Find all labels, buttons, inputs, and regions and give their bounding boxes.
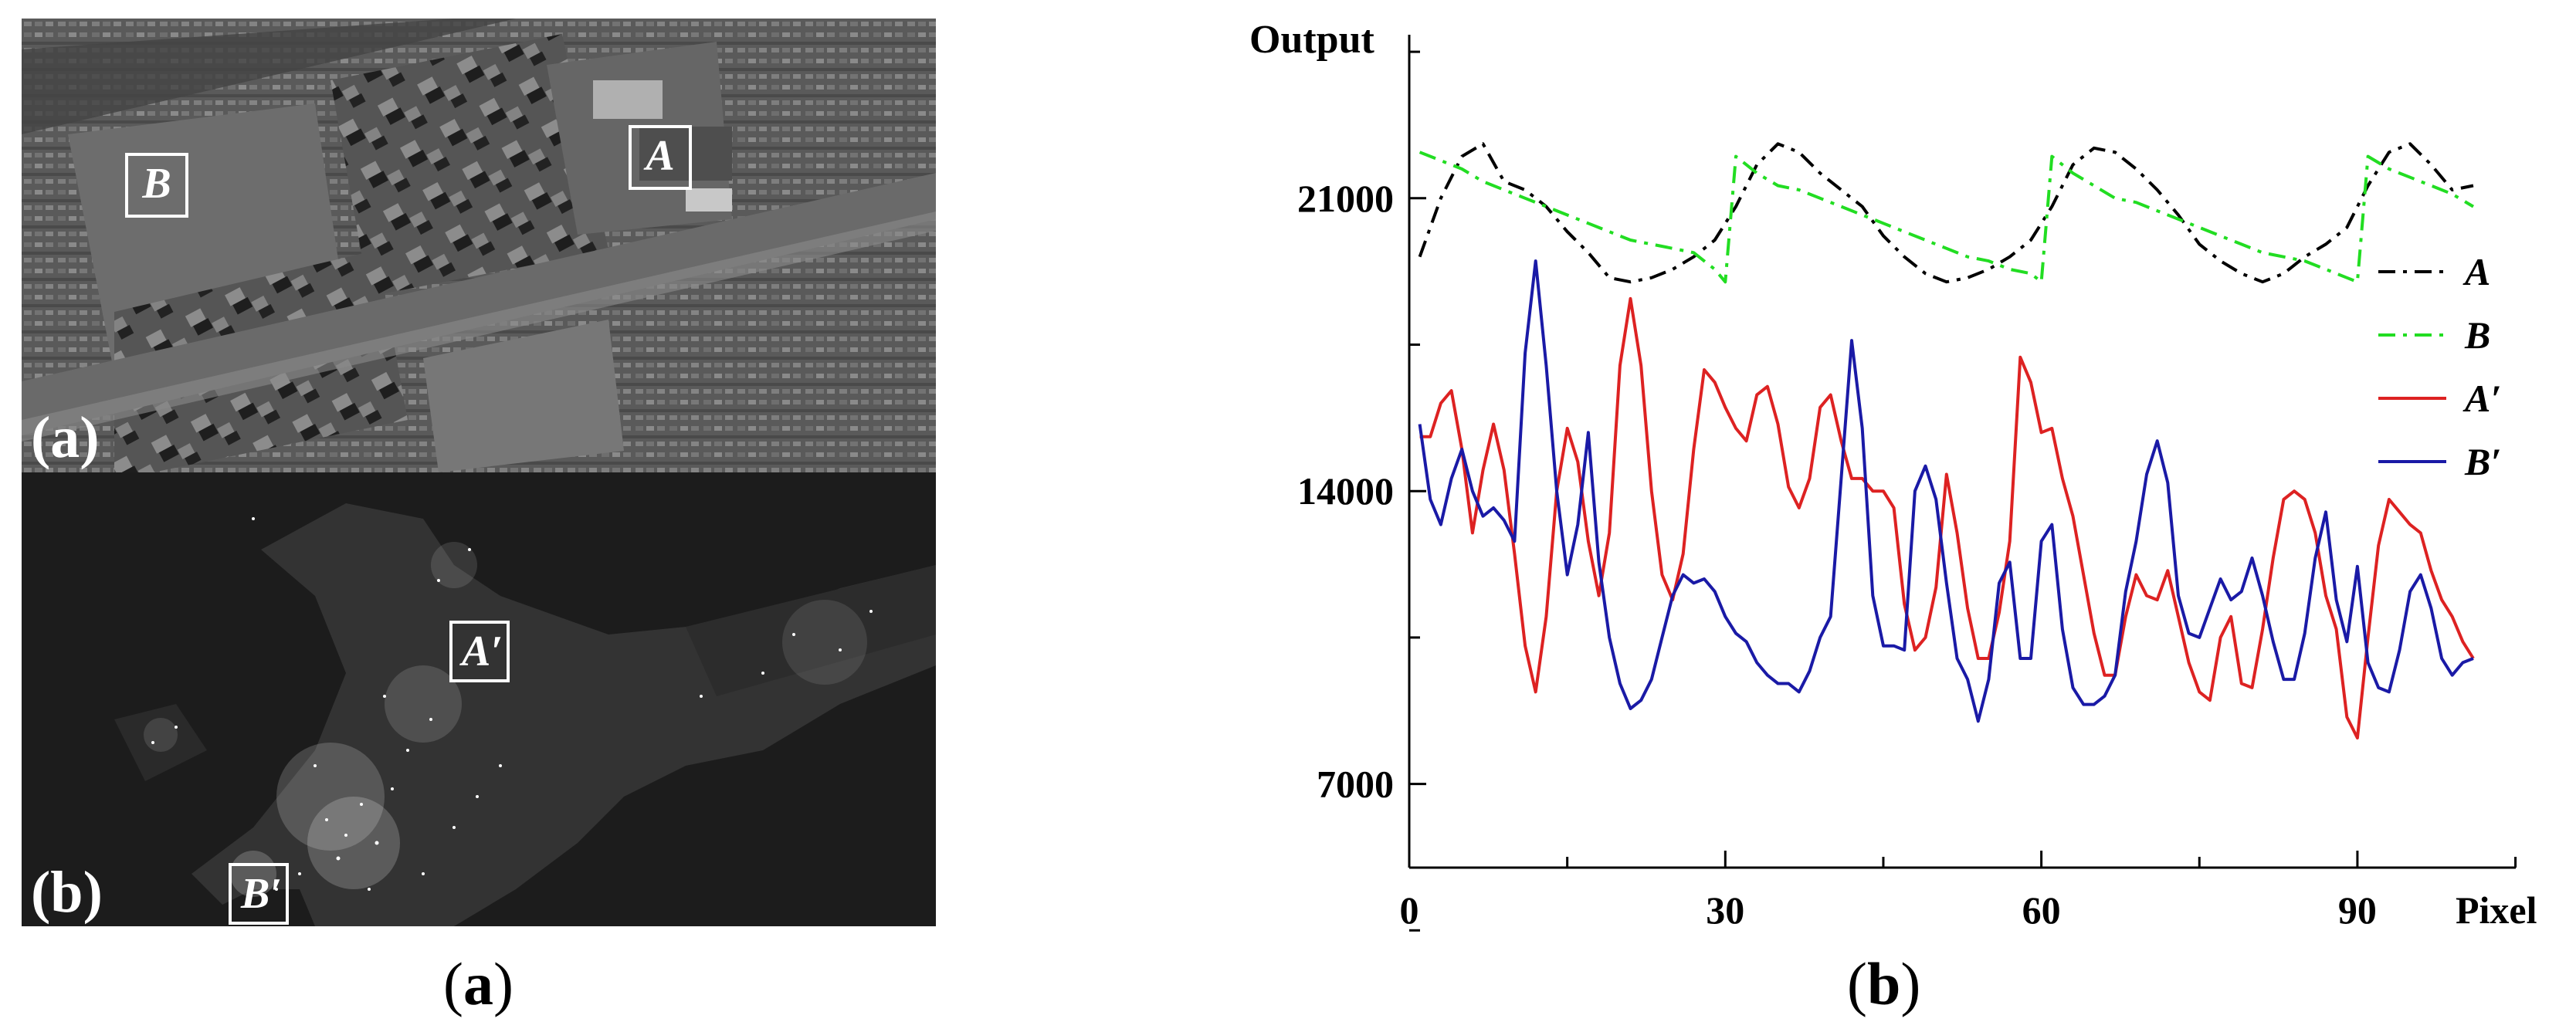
x-axis-label: Pixel [2456, 888, 2537, 932]
y-axis-label: Output [1249, 18, 1375, 62]
nighttime-light-image: A′ B′ (b) [22, 472, 936, 926]
series-line-2 [1418, 151, 2475, 284]
y-tick-label: 7000 [1317, 763, 1394, 806]
roi-b-label: B [125, 153, 188, 218]
legend-label-1: A [2462, 250, 2490, 293]
chart-legend: AB A′ B′ [2378, 250, 2501, 483]
chart-canvas: 0 30 60 90 7000 14000 21000 Output Pixel AB A′ B′ [1249, 18, 2537, 932]
chart-axes: 0 30 60 90 7000 14000 21000 Output Pixel [1249, 18, 2537, 932]
legend-label-3: A′ [2462, 377, 2501, 420]
output-line-chart: 0 30 60 90 7000 14000 21000 Output Pixel A B A′ B′ [1220, 0, 2576, 949]
daytime-satellite-image: B A (a) [22, 19, 936, 472]
daytime-image-graphic [22, 19, 936, 472]
roi-a-prime-label: A′ [449, 621, 510, 682]
panel-label-a: (a) [31, 405, 100, 470]
x-tick-label: 90 [2338, 888, 2377, 932]
caption-a-letter: a [463, 950, 493, 1017]
legend-label-2: B [2464, 313, 2490, 357]
series-line-3 [1419, 296, 2475, 739]
roi-a-label: A [629, 125, 692, 190]
panel-label-b: (b) [31, 860, 103, 925]
series-line-4 [1418, 259, 2474, 723]
x-tick-label: 60 [2022, 888, 2061, 932]
caption-b-letter: b [1866, 950, 1901, 1017]
caption-b: (b) [1847, 950, 1921, 1017]
series-line-1 [1418, 142, 2474, 284]
nighttime-image-graphic [22, 472, 936, 926]
y-tick-label: 21000 [1297, 177, 1394, 220]
roi-b-prime-label: B′ [229, 863, 289, 925]
x-tick-label: 0 [1400, 888, 1419, 932]
x-tick-label: 30 [1706, 888, 1744, 932]
chart-series [1418, 142, 2475, 739]
y-tick-label: 14000 [1297, 469, 1394, 513]
legend-label-4: B′ [2464, 440, 2501, 483]
caption-a: (a) [443, 950, 514, 1017]
